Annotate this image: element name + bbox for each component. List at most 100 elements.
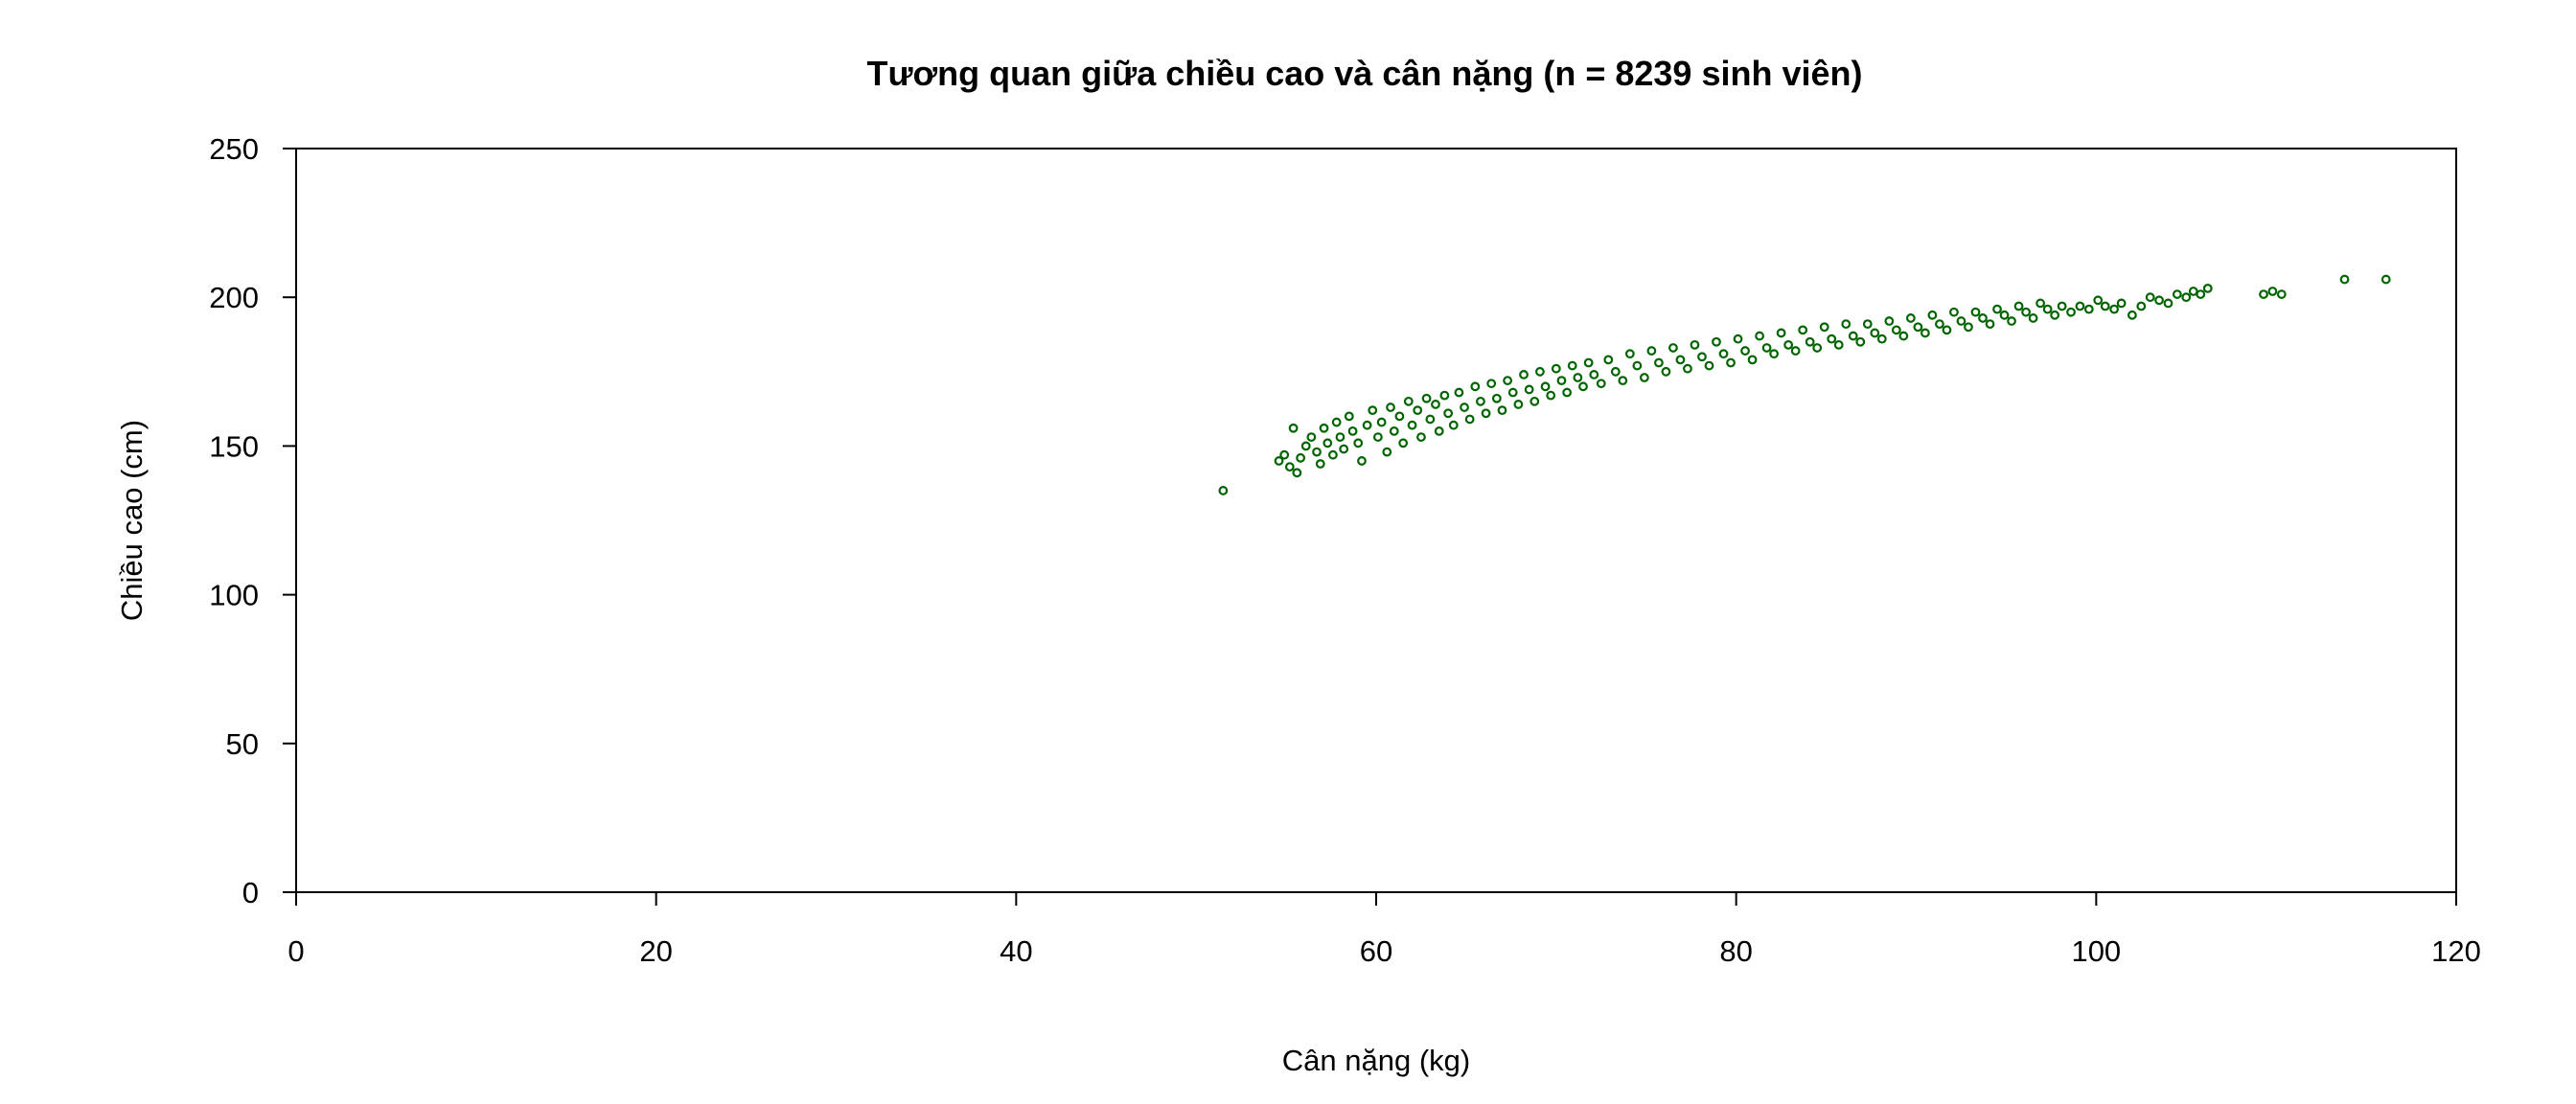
data-point (1876, 334, 1887, 344)
data-point (1335, 432, 1346, 442)
data-point (1460, 402, 1469, 412)
data-point (2163, 298, 2174, 309)
data-point (1755, 331, 1764, 341)
data-point (2021, 307, 2031, 317)
data-point (1394, 411, 1405, 422)
data-point (2196, 289, 2206, 299)
data-point (2259, 289, 2268, 299)
x-tick-label: 100 (2071, 934, 2121, 968)
data-point (1556, 376, 1567, 386)
data-point (1486, 379, 1497, 389)
data-point (1855, 336, 1866, 347)
data-point (1639, 373, 1649, 382)
data-point (1833, 339, 1844, 350)
data-point (1470, 381, 1481, 392)
data-point (1357, 456, 1367, 466)
data-point (1935, 319, 1944, 330)
data-point (1596, 379, 1606, 389)
data-point (1454, 387, 1464, 398)
data-point (1927, 310, 1938, 320)
data-point (2050, 310, 2060, 320)
data-point (2036, 298, 2046, 309)
data-point (1603, 355, 1614, 365)
data-point (1306, 432, 1317, 442)
y-tick-label: 100 (209, 579, 259, 612)
data-point (2007, 316, 2016, 326)
data-point (1551, 363, 1561, 374)
data-point (1288, 423, 1299, 433)
data-point (1398, 438, 1409, 448)
data-point (1610, 366, 1621, 377)
data-point (1386, 402, 1395, 412)
data-point (1443, 408, 1454, 419)
data-point (1790, 346, 1801, 356)
data-point (1740, 346, 1750, 356)
data-point (1368, 405, 1378, 416)
y-tick-label: 250 (209, 132, 259, 166)
y-tick-label: 50 (226, 727, 259, 761)
data-point (1312, 447, 1322, 457)
plot-frame (295, 148, 2457, 893)
data-point (2100, 301, 2110, 311)
data-point (1898, 331, 1909, 341)
data-point (2116, 298, 2127, 309)
data-point (1761, 343, 1772, 353)
data-point (2181, 292, 2192, 303)
data-point (1942, 325, 1952, 335)
y-tick-label: 0 (242, 876, 259, 909)
data-point (1339, 444, 1349, 454)
data-point (1985, 319, 1995, 330)
data-point (1353, 438, 1364, 448)
data-point (1661, 366, 1671, 377)
data-point (1578, 381, 1588, 392)
x-axis: 0 20 40 60 80 100 120 (288, 891, 2481, 968)
data-point (1540, 381, 1551, 392)
data-point (1683, 363, 1692, 374)
data-point (1513, 400, 1524, 409)
data-point (1439, 390, 1450, 401)
data-point (1491, 393, 1502, 403)
data-point (2267, 287, 2278, 296)
data-point (1848, 331, 1858, 341)
data-point (1535, 366, 1545, 377)
data-point (2066, 307, 2076, 317)
data-point (1347, 426, 1358, 436)
data-point (1431, 400, 1440, 409)
data-point (1425, 414, 1436, 425)
data-point (1884, 316, 1895, 326)
data-point (1421, 393, 1432, 403)
data-point (1718, 349, 1729, 359)
data-point (1407, 420, 1417, 430)
data-point (1783, 339, 1794, 350)
data-point (1704, 360, 1714, 371)
data-point (1300, 441, 1311, 451)
data-point (1769, 349, 1780, 359)
y-axis: 0 50 100 150 200 250 (209, 132, 297, 909)
data-point (1841, 319, 1852, 330)
data-point (2276, 289, 2287, 299)
data-point (2057, 301, 2067, 311)
data-point (2136, 301, 2147, 311)
data-point (2202, 283, 2213, 293)
data-point (1747, 355, 1758, 365)
data-point (2093, 295, 2104, 306)
data-point (1589, 370, 1599, 380)
y-tick-label: 150 (209, 429, 259, 463)
data-point (1464, 414, 1475, 425)
data-point (1503, 376, 1513, 386)
data-point (1372, 432, 1383, 442)
data-point (1331, 417, 1342, 427)
data-point (1382, 447, 1392, 457)
data-point (2013, 301, 2024, 311)
data-point (1274, 456, 1284, 466)
data-point (1870, 328, 1880, 338)
data-point (1920, 328, 1930, 338)
data-point (1583, 357, 1594, 368)
data-point (1726, 357, 1736, 368)
y-tick-label: 200 (209, 281, 259, 314)
chart-title: Tương quan giữa chiều cao và cân nặng (n… (867, 54, 1863, 93)
data-point (1389, 426, 1399, 436)
data-point (1819, 322, 1829, 333)
data-point (1416, 432, 1426, 442)
